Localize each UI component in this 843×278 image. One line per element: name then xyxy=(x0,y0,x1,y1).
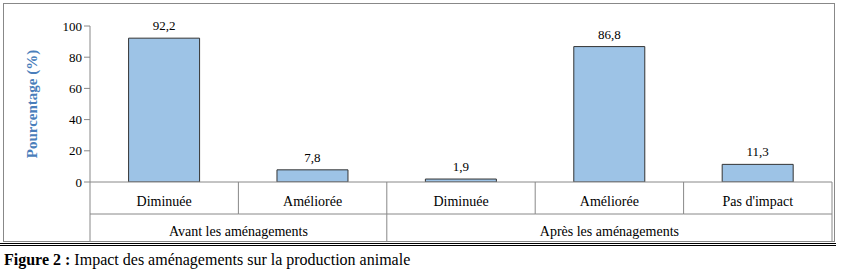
svg-text:100: 100 xyxy=(63,19,83,34)
svg-text:80: 80 xyxy=(69,50,82,65)
svg-text:Diminuée: Diminuée xyxy=(137,194,192,209)
svg-text:Améliorée: Améliorée xyxy=(283,194,342,209)
svg-text:92,2: 92,2 xyxy=(153,18,176,33)
svg-text:40: 40 xyxy=(69,112,82,127)
svg-text:Pourcentage (%): Pourcentage (%) xyxy=(24,50,41,158)
svg-text:11,3: 11,3 xyxy=(747,144,769,159)
svg-text:Après les aménagements: Après les aménagements xyxy=(540,224,679,239)
svg-text:60: 60 xyxy=(69,81,82,96)
svg-text:86,8: 86,8 xyxy=(598,27,621,42)
svg-text:Améliorée: Améliorée xyxy=(580,194,639,209)
html-text:Figure 2 : Impact des aménagem: Figure 2 : Impact des aménagements sur l… xyxy=(4,251,411,268)
svg-text:7,8: 7,8 xyxy=(304,150,320,165)
svg-text:Avant les aménagements: Avant les aménagements xyxy=(169,224,308,239)
svg-text:Pas d'impact: Pas d'impact xyxy=(723,194,794,209)
svg-text:20: 20 xyxy=(69,143,82,158)
svg-text:0: 0 xyxy=(76,175,83,190)
svg-text:1,9: 1,9 xyxy=(453,159,469,174)
svg-text:Diminuée: Diminuée xyxy=(433,194,488,209)
